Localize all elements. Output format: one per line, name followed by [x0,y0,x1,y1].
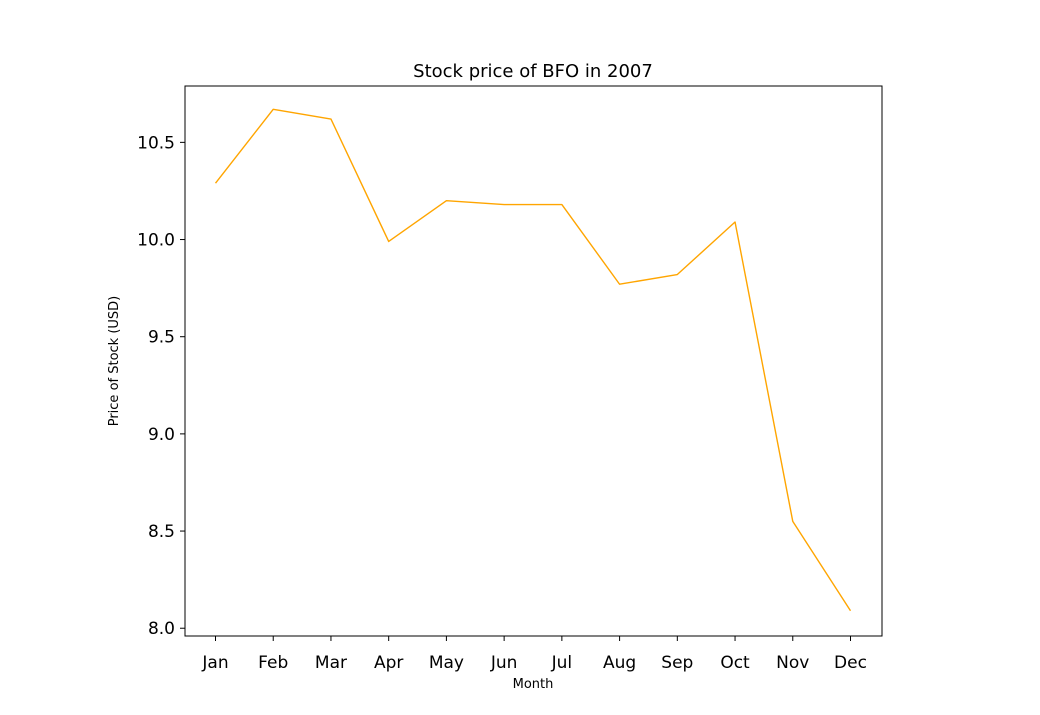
y-axis-label: Price of Stock (USD) [107,296,122,427]
y-tick-label: 10.0 [137,231,175,251]
x-tick-label: Feb [258,653,288,673]
y-tick-label: 8.0 [148,619,175,639]
series-group [214,108,852,612]
y-tick-label: 10.5 [137,133,175,153]
x-tick-label: Nov [776,653,809,673]
x-tick-label: Jul [551,653,573,673]
series-line [214,108,852,612]
y-tick-label: 8.5 [148,522,175,542]
plot-area: 8.08.59.09.510.010.5 Jan Feb Mar Apr May Jun J… [137,85,883,673]
x-tick-label: Apr [374,653,403,673]
x-axis-label: Month [513,677,554,692]
x-tick-label: Oct [720,653,750,673]
x-tick-label: Jun [490,653,518,673]
x-tick-label: May [429,653,464,673]
x-axis: Jan Feb Mar Apr May Jun Jul Aug Sep Oct Nov Dec [201,636,867,673]
y-axis: 8.0 8.5 9.0 9.5 10.0 10.5 [137,133,185,639]
y-tick-label: 9.5 [148,328,175,348]
x-tick-label: Dec [834,653,867,673]
y-tick-label: 9.0 [148,425,175,445]
x-tick-label: Jan [201,653,228,673]
x-tick-label: Aug [603,653,636,673]
x-tick-label: Mar [315,653,347,673]
plot-frame [184,85,883,637]
x-tick-label: Sep [661,653,693,673]
chart-title: Stock price of BFO in 2007 [413,61,653,82]
